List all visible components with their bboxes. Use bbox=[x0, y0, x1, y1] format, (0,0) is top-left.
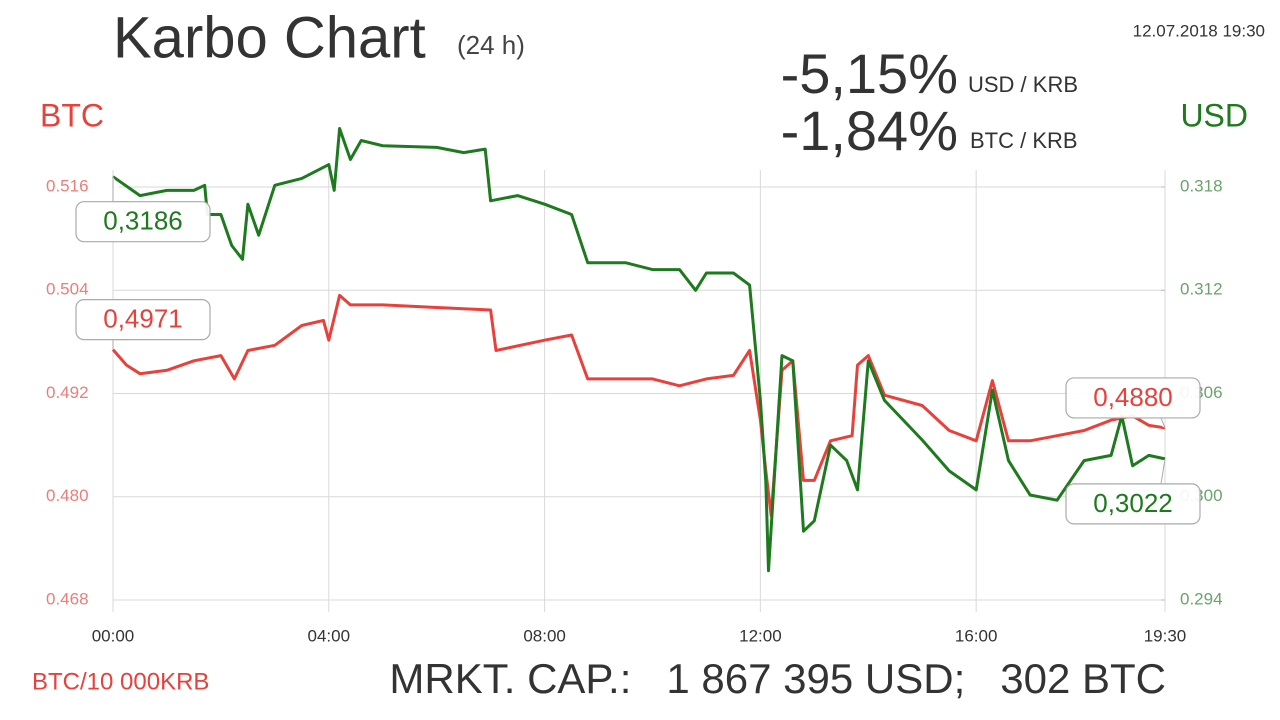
callout-box bbox=[1065, 377, 1201, 419]
line-series bbox=[111, 293, 1166, 518]
x-tick-label: 12:00 bbox=[739, 626, 782, 645]
change-value: -1,84% bbox=[781, 99, 958, 162]
chart-title: Karbo Chart bbox=[113, 5, 426, 70]
y2-tick-label: 0.312 bbox=[1180, 280, 1223, 299]
y-tick-label: 0.480 bbox=[46, 486, 89, 505]
callout-box bbox=[1065, 483, 1201, 525]
callout-box bbox=[75, 201, 211, 243]
timestamp: 12.07.2018 19:30 bbox=[1133, 21, 1265, 40]
y-tick-label: 0.492 bbox=[46, 383, 89, 402]
line-series bbox=[112, 127, 1166, 573]
data-label: 0,4971 bbox=[103, 303, 183, 333]
y2-axis-label: USD bbox=[1180, 97, 1248, 133]
callout-pointer bbox=[112, 339, 127, 350]
x-tick-label: 19:30 bbox=[1144, 626, 1187, 645]
market-cap: MRKT. CAP.: 1 867 395 USD; 302 BTC bbox=[389, 655, 1166, 702]
change-value: -5,15% bbox=[781, 42, 958, 105]
y-tick-label: 0.516 bbox=[46, 176, 89, 195]
y-unit: BTC/10 000KRB bbox=[32, 668, 209, 695]
x-tick-label: 04:00 bbox=[308, 626, 351, 645]
x-tick-label: 08:00 bbox=[523, 626, 566, 645]
y2-tick-label: 0.318 bbox=[1180, 176, 1223, 195]
x-tick-label: 16:00 bbox=[955, 626, 998, 645]
x-tick-label: 00:00 bbox=[92, 626, 135, 645]
y-tick-label: 0.468 bbox=[46, 589, 89, 608]
change-pair: BTC / KRB bbox=[970, 128, 1078, 153]
chart-subtitle: (24 h) bbox=[457, 30, 525, 60]
y-axis-label: BTC bbox=[40, 97, 104, 133]
data-label: 0,3186 bbox=[103, 206, 183, 236]
change-pair: USD / KRB bbox=[968, 72, 1078, 97]
callout-pointer bbox=[1147, 458, 1166, 485]
y2-tick-label: 0.294 bbox=[1180, 589, 1223, 608]
data-label: 0,4880 bbox=[1093, 382, 1173, 412]
callout-box bbox=[75, 299, 211, 341]
data-label: 0,3022 bbox=[1093, 488, 1173, 518]
y-tick-label: 0.504 bbox=[46, 280, 89, 299]
